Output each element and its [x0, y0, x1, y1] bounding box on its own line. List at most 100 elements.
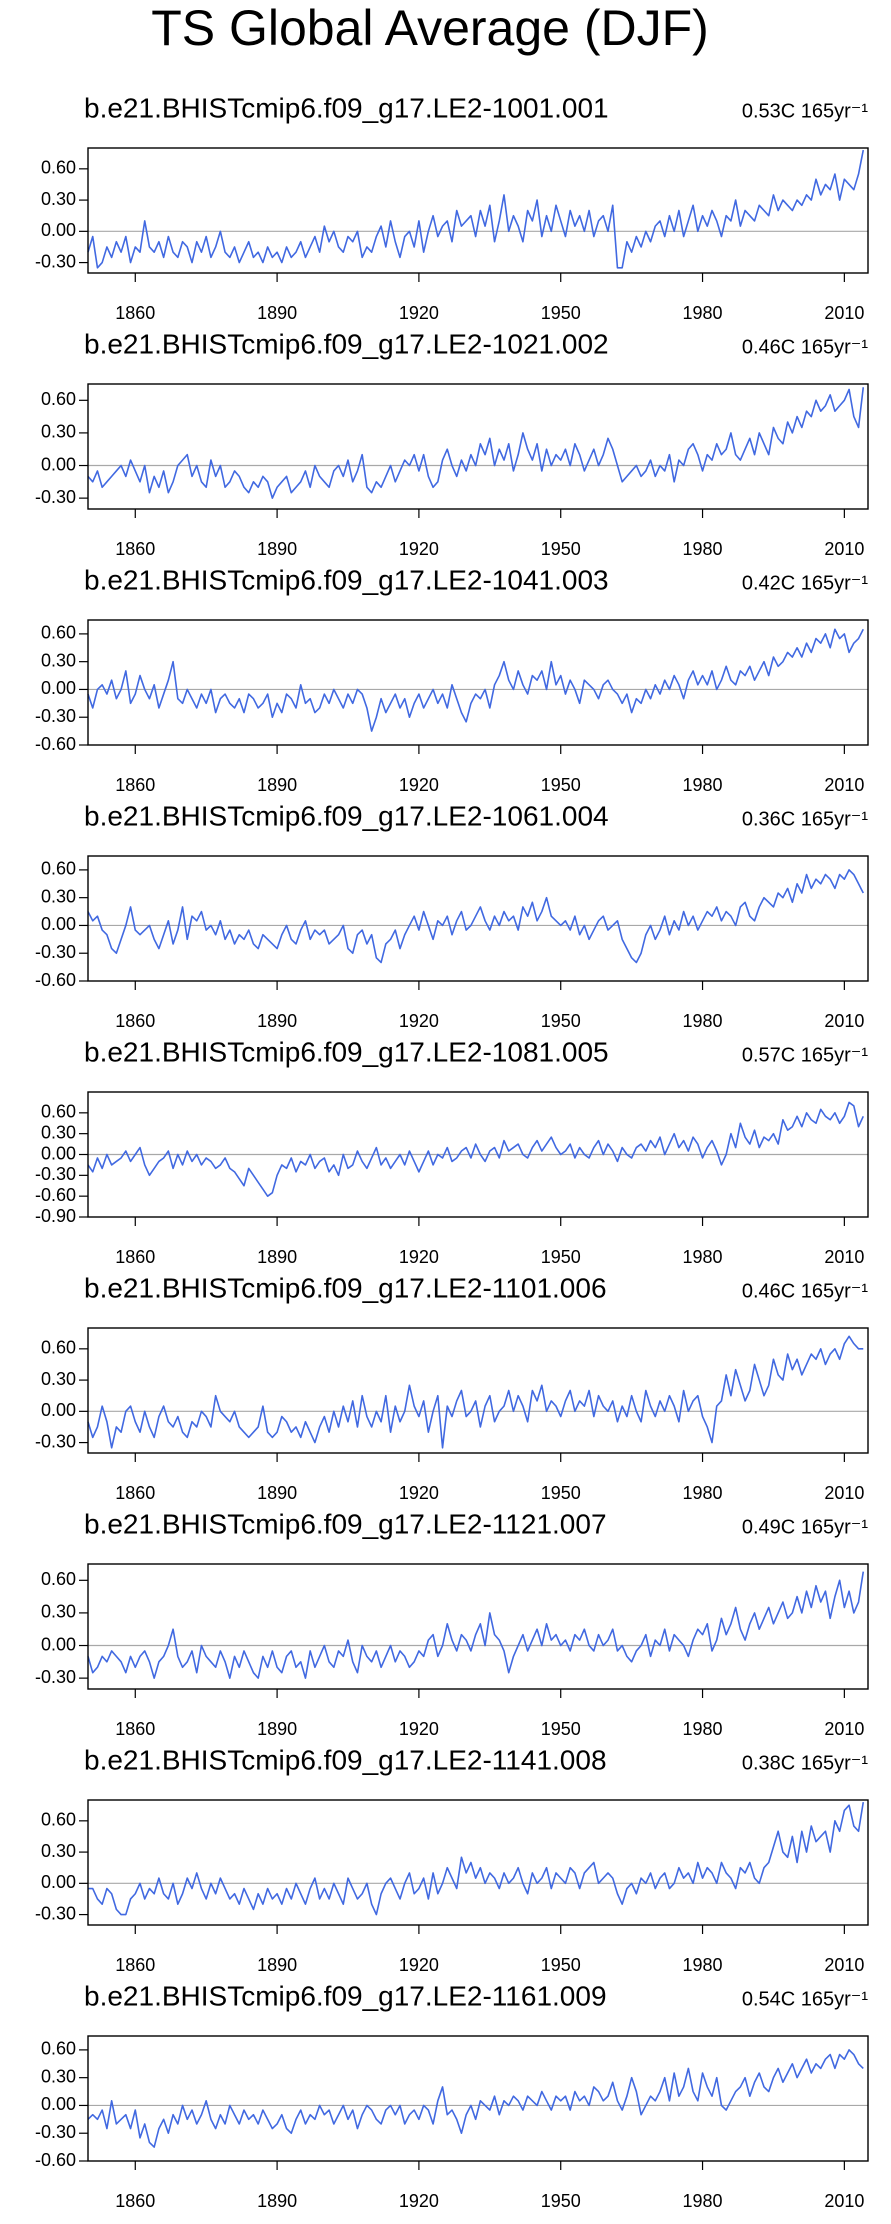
x-tick-label: 1980 — [683, 775, 723, 795]
series-line — [87, 2049, 864, 2148]
y-tick-label: -0.60 — [35, 734, 76, 754]
x-tick-label: 1920 — [399, 539, 439, 559]
x-tick-label: 1980 — [683, 1247, 723, 1267]
y-tick-label: 0.60 — [41, 859, 76, 879]
x-tick-label: 1890 — [257, 1011, 297, 1031]
x-tick-label: 1920 — [399, 1955, 439, 1975]
x-tick-label: 1980 — [683, 1011, 723, 1031]
x-tick-label: 1860 — [115, 2191, 155, 2211]
y-tick-label: 0.00 — [41, 1634, 76, 1654]
x-tick-label: 2010 — [824, 1483, 864, 1503]
y-tick-label: 0.00 — [41, 2094, 76, 2114]
plot-frame — [87, 1563, 869, 1690]
trend-annotation: 0.53C 165yr⁻¹ — [742, 100, 869, 122]
plot-frame — [87, 147, 869, 274]
y-tick-label: -0.60 — [35, 1185, 76, 1205]
trend-annotation: 0.54C 165yr⁻¹ — [742, 1988, 869, 2010]
y-tick-label: 0.00 — [41, 220, 76, 240]
panel-title: b.e21.BHISTcmip6.f09_g17.LE2-1001.001 — [84, 92, 609, 123]
x-tick-label: 1950 — [541, 775, 581, 795]
y-tick-label: 0.60 — [41, 158, 76, 178]
panel-title: b.e21.BHISTcmip6.f09_g17.LE2-1021.002 — [84, 328, 609, 359]
x-tick-label: 1980 — [683, 1719, 723, 1739]
x-tick-label: 1920 — [399, 303, 439, 323]
x-tick-label: 1980 — [683, 1483, 723, 1503]
y-tick-label: 0.60 — [41, 1338, 76, 1358]
x-tick-label: 1890 — [257, 539, 297, 559]
plot-frame — [87, 619, 869, 746]
y-tick-label: 0.30 — [41, 189, 76, 209]
y-tick-label: 0.30 — [41, 1369, 76, 1389]
y-tick-label: -0.30 — [35, 1164, 76, 1184]
x-tick-label: 1860 — [115, 1719, 155, 1739]
x-tick-label: 2010 — [824, 1719, 864, 1739]
y-tick-label: 0.00 — [41, 1400, 76, 1420]
series-line — [88, 1801, 865, 1916]
series-line — [87, 628, 864, 732]
y-tick-label: -0.90 — [35, 1206, 76, 1226]
trend-annotation: 0.46C 165yr⁻¹ — [742, 1280, 869, 1302]
y-tick-label: -0.60 — [35, 2150, 76, 2170]
x-tick-label: 2010 — [824, 303, 864, 323]
x-tick-label: 2010 — [824, 539, 864, 559]
trend-annotation: 0.36C 165yr⁻¹ — [742, 808, 869, 830]
x-tick-label: 1890 — [257, 2191, 297, 2211]
panel-title: b.e21.BHISTcmip6.f09_g17.LE2-1141.008 — [84, 1744, 607, 1775]
y-tick-label: 0.30 — [41, 2066, 76, 2086]
trend-annotation: 0.38C 165yr⁻¹ — [742, 1752, 869, 1774]
x-tick-label: 1950 — [541, 1483, 581, 1503]
x-tick-label: 1860 — [115, 303, 155, 323]
x-tick-label: 2010 — [824, 1955, 864, 1975]
plot-frame — [87, 1799, 869, 1926]
y-tick-label: 0.30 — [41, 422, 76, 442]
x-tick-label: 1890 — [257, 1247, 297, 1267]
x-tick-label: 1980 — [683, 2191, 723, 2211]
panel-title: b.e21.BHISTcmip6.f09_g17.LE2-1041.003 — [84, 564, 609, 595]
x-tick-label: 1890 — [257, 303, 297, 323]
panel-title: b.e21.BHISTcmip6.f09_g17.LE2-1101.006 — [84, 1272, 607, 1303]
x-tick-label: 1860 — [115, 775, 155, 795]
y-tick-label: 0.60 — [41, 1102, 76, 1122]
series-line — [87, 1335, 864, 1449]
y-tick-label: 0.60 — [41, 1569, 76, 1589]
x-tick-label: 1950 — [541, 1247, 581, 1267]
y-tick-label: 0.60 — [41, 623, 76, 643]
x-tick-label: 1860 — [115, 1955, 155, 1975]
y-tick-label: -0.60 — [35, 970, 76, 990]
panel-title: b.e21.BHISTcmip6.f09_g17.LE2-1161.009 — [84, 1980, 607, 2011]
y-tick-label: 0.60 — [41, 389, 76, 409]
x-tick-label: 1860 — [115, 1247, 155, 1267]
y-tick-label: -0.30 — [35, 1667, 76, 1687]
y-tick-label: -0.30 — [35, 2122, 76, 2142]
y-tick-label: 0.30 — [41, 1841, 76, 1861]
y-tick-label: 0.00 — [41, 914, 76, 934]
x-tick-label: 1890 — [257, 775, 297, 795]
x-tick-label: 1920 — [399, 1011, 439, 1031]
y-tick-label: 0.00 — [41, 1872, 76, 1892]
x-tick-label: 1950 — [541, 539, 581, 559]
plot-frame — [87, 1327, 869, 1454]
y-tick-label: -0.30 — [35, 942, 76, 962]
x-tick-label: 1920 — [399, 1483, 439, 1503]
plot-frame — [87, 855, 869, 982]
y-tick-label: -0.30 — [35, 487, 76, 507]
trend-annotation: 0.46C 165yr⁻¹ — [742, 336, 869, 358]
panel-title: b.e21.BHISTcmip6.f09_g17.LE2-1061.004 — [84, 800, 609, 831]
x-tick-label: 2010 — [824, 775, 864, 795]
x-tick-label: 2010 — [824, 1011, 864, 1031]
x-tick-label: 1860 — [115, 539, 155, 559]
trend-annotation: 0.49C 165yr⁻¹ — [742, 1516, 869, 1538]
x-tick-label: 1890 — [257, 1955, 297, 1975]
y-tick-label: 0.60 — [41, 1810, 76, 1830]
y-tick-label: 0.00 — [41, 1143, 76, 1163]
plot-frame — [87, 2035, 869, 2162]
x-tick-label: 1920 — [399, 775, 439, 795]
plot-frame — [87, 1091, 869, 1218]
x-tick-label: 1950 — [541, 1719, 581, 1739]
x-tick-label: 2010 — [824, 2191, 864, 2211]
y-tick-label: 0.30 — [41, 1602, 76, 1622]
series-line — [87, 1571, 865, 1679]
x-tick-label: 1980 — [683, 1955, 723, 1975]
x-tick-label: 1860 — [115, 1011, 155, 1031]
y-tick-label: 0.30 — [41, 886, 76, 906]
